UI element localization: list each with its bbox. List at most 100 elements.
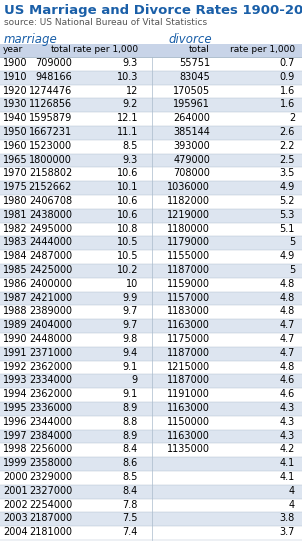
Bar [0, 457, 302, 471]
Bar [0, 498, 302, 512]
Text: 4.2: 4.2 [280, 445, 295, 454]
Text: 5.1: 5.1 [280, 223, 295, 234]
Text: 7.8: 7.8 [123, 500, 138, 510]
Text: source: US National Bureau of Vital Statistics: source: US National Bureau of Vital Stat… [4, 18, 207, 27]
Text: 1960: 1960 [3, 141, 27, 151]
Text: 2444000: 2444000 [29, 237, 72, 248]
Text: 1523000: 1523000 [29, 141, 72, 151]
Text: 1994: 1994 [3, 389, 27, 399]
Text: 2448000: 2448000 [29, 334, 72, 344]
Bar [0, 361, 302, 375]
Text: 10.1: 10.1 [117, 182, 138, 192]
Text: 9.9: 9.9 [123, 293, 138, 302]
Text: 10.2: 10.2 [117, 265, 138, 275]
Bar [0, 347, 302, 361]
Text: 393000: 393000 [173, 141, 210, 151]
Text: 10.3: 10.3 [117, 72, 138, 82]
Text: 10.6: 10.6 [117, 169, 138, 179]
Text: 5: 5 [289, 265, 295, 275]
Bar [0, 209, 302, 223]
Text: 1986: 1986 [3, 279, 27, 289]
Text: 1163000: 1163000 [167, 403, 210, 413]
Text: 1990: 1990 [3, 334, 27, 344]
Text: 2495000: 2495000 [29, 223, 72, 234]
Text: 1187000: 1187000 [167, 265, 210, 275]
Bar [0, 526, 302, 540]
Text: 2389000: 2389000 [29, 306, 72, 316]
Bar [0, 333, 302, 347]
Bar [0, 112, 302, 126]
Text: 83045: 83045 [179, 72, 210, 82]
Bar [0, 236, 302, 250]
Text: 4.3: 4.3 [280, 431, 295, 441]
Text: 2406708: 2406708 [29, 196, 72, 206]
Text: 4.9: 4.9 [280, 251, 295, 261]
Text: 4.1: 4.1 [280, 472, 295, 482]
Text: total: total [51, 45, 72, 54]
Bar [0, 99, 302, 112]
Text: 2362000: 2362000 [29, 362, 72, 372]
Text: 9.4: 9.4 [123, 348, 138, 358]
Bar [0, 167, 302, 181]
Text: 0.9: 0.9 [280, 72, 295, 82]
Text: 1183000: 1183000 [167, 306, 210, 316]
Text: 1187000: 1187000 [167, 348, 210, 358]
Text: 8.9: 8.9 [123, 431, 138, 441]
Text: 1995: 1995 [3, 403, 27, 413]
Bar [0, 319, 302, 333]
Text: 4.3: 4.3 [280, 417, 295, 427]
Text: 2344000: 2344000 [29, 417, 72, 427]
Bar [0, 44, 302, 57]
Text: 2003: 2003 [3, 514, 27, 524]
Text: 11.1: 11.1 [117, 127, 138, 137]
Text: 4.8: 4.8 [280, 279, 295, 289]
Text: 2384000: 2384000 [29, 431, 72, 441]
Text: 1191000: 1191000 [167, 389, 210, 399]
Text: 1175000: 1175000 [167, 334, 210, 344]
Text: 2438000: 2438000 [29, 210, 72, 220]
Text: 1982: 1982 [3, 223, 27, 234]
Text: 709000: 709000 [35, 58, 72, 68]
Text: 1980: 1980 [3, 196, 27, 206]
Text: 1987: 1987 [3, 293, 27, 302]
Text: 2329000: 2329000 [29, 472, 72, 482]
Text: 1159000: 1159000 [167, 279, 210, 289]
Text: 1667231: 1667231 [29, 127, 72, 137]
Text: 2158802: 2158802 [29, 169, 72, 179]
Text: 4.7: 4.7 [280, 320, 295, 330]
Text: 1992: 1992 [3, 362, 27, 372]
Text: 1163000: 1163000 [167, 320, 210, 330]
Text: 2336000: 2336000 [29, 403, 72, 413]
Text: 1182000: 1182000 [167, 196, 210, 206]
Text: 2334000: 2334000 [29, 375, 72, 385]
Text: 1157000: 1157000 [167, 293, 210, 302]
Text: 2152662: 2152662 [29, 182, 72, 192]
Text: 4.7: 4.7 [280, 334, 295, 344]
Text: 1900: 1900 [3, 58, 27, 68]
Bar [0, 416, 302, 430]
Text: 55751: 55751 [179, 58, 210, 68]
Text: 9.7: 9.7 [123, 306, 138, 316]
Text: 10.5: 10.5 [117, 237, 138, 248]
Bar [0, 223, 302, 236]
Bar [0, 292, 302, 305]
Text: 1950: 1950 [3, 127, 27, 137]
Bar [0, 375, 302, 388]
Text: 0.7: 0.7 [280, 58, 295, 68]
Text: 3.5: 3.5 [280, 169, 295, 179]
Text: 2.5: 2.5 [279, 155, 295, 165]
Bar [0, 250, 302, 264]
Text: 2358000: 2358000 [29, 458, 72, 468]
Text: 2000: 2000 [3, 472, 27, 482]
Text: 1993: 1993 [3, 375, 27, 385]
Bar [0, 71, 302, 85]
Text: 4.3: 4.3 [280, 403, 295, 413]
Bar [0, 305, 302, 319]
Text: 1981: 1981 [3, 210, 27, 220]
Text: 1126856: 1126856 [29, 100, 72, 109]
Bar [0, 85, 302, 99]
Text: 2327000: 2327000 [29, 486, 72, 496]
Text: 385144: 385144 [173, 127, 210, 137]
Text: 2001: 2001 [3, 486, 27, 496]
Text: 4.8: 4.8 [280, 306, 295, 316]
